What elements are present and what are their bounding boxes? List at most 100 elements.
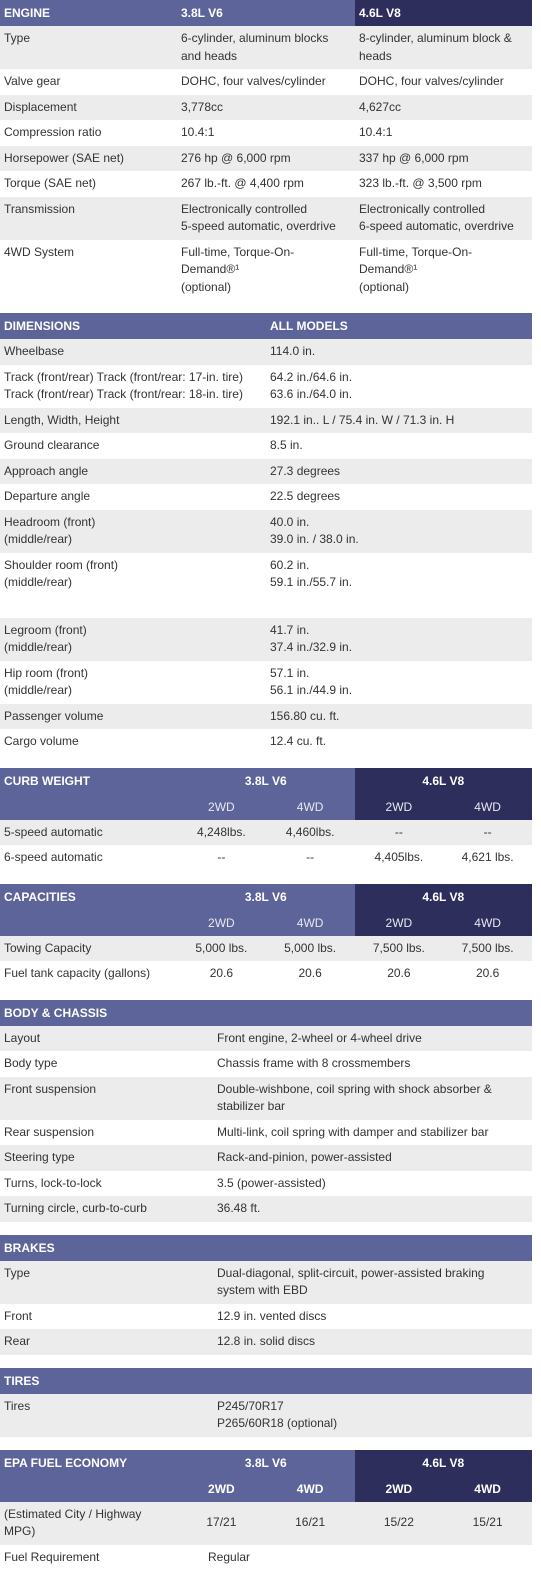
cell-line: 57.1 in. bbox=[270, 665, 310, 680]
section: EPA FUEL ECONOMY 3.8L V6 4.6L V8 2WD 4WD 2WD 4… bbox=[0, 1449, 532, 1571]
spec-value: Electronically controlled 6-speed automat… bbox=[355, 197, 532, 240]
column-header: 4.6L V8 bbox=[354, 1449, 532, 1476]
cell-line: 41.7 in. bbox=[270, 622, 310, 637]
spec-value: -- bbox=[217, 850, 226, 864]
subheader: 4WD bbox=[443, 1475, 532, 1502]
spec-value: 3.5 (power-assisted) bbox=[217, 1175, 326, 1190]
cell-line: P245/70R17 bbox=[217, 1398, 284, 1413]
subheader: 2WD bbox=[354, 1475, 444, 1502]
subheader: 4WD bbox=[443, 793, 532, 820]
spec-value: 20.6 bbox=[387, 966, 411, 980]
spec-row: Rear 12.8 in. solid discs bbox=[0, 1329, 532, 1355]
spec-label: Steering type bbox=[4, 1150, 75, 1164]
section: BODY & CHASSIS Layout Front engine, 2-whee… bbox=[0, 999, 532, 1222]
subheader: 4WD bbox=[265, 1475, 355, 1502]
spec-value: 7,500 lbs. bbox=[461, 940, 514, 955]
cell-line: 56.1 in./44.9 in. bbox=[270, 683, 353, 697]
spec-value: Regular bbox=[208, 1549, 251, 1564]
spec-value: 6-cylinder, aluminum blocks and heads bbox=[177, 26, 355, 69]
spec-label: Type bbox=[4, 31, 31, 45]
spec-value: Multi-link, coil spring with damper and … bbox=[217, 1124, 489, 1139]
cell-line: Electronically controlled bbox=[181, 201, 308, 216]
spec-value: 20.6 bbox=[298, 966, 322, 980]
spec-label: Wheelbase bbox=[4, 344, 65, 358]
column-header: 3.8L V6 bbox=[177, 767, 355, 794]
spec-row: Towing Capacity 5,000 lbs. 5,000 lbs. 7,500… bbox=[0, 935, 532, 961]
cell-line: (optional) bbox=[359, 279, 410, 294]
spec-row: Hip room (front) (middle/rear) 57.1 in. 56.… bbox=[0, 661, 532, 704]
spec-label: Horsepower (SAE net) bbox=[4, 150, 125, 165]
spec-value: 15/21 bbox=[472, 1515, 503, 1530]
spec-value: Front engine, 2-wheel or 4-wheel drive bbox=[217, 1030, 422, 1045]
spec-label: Rear suspension bbox=[4, 1124, 95, 1139]
subheader: 4WD bbox=[265, 793, 355, 820]
spec-row: 6-speed automatic -- -- 4,405lbs. 4,621 lbs. bbox=[0, 845, 532, 871]
spec-label: Rear bbox=[4, 1334, 31, 1348]
spec-value: Dual-diagonal, split-circuit, power-assi… bbox=[213, 1261, 532, 1304]
spec-row: (Estimated City / Highway MPG) 17/21 16/21 1… bbox=[0, 1501, 532, 1545]
spec-value: 4,248lbs. bbox=[197, 824, 246, 839]
spec-label: (Estimated City / Highway MPG) bbox=[0, 1502, 177, 1545]
spec-value: 20.6 bbox=[475, 966, 500, 980]
spec-label: Front suspension bbox=[4, 1081, 97, 1096]
spec-row: Turning circle, curb-to-curb 36.48 ft. bbox=[0, 1196, 532, 1222]
spec-value: 267 lb.-ft. @ 4,400 rpm bbox=[181, 176, 304, 190]
cell-line: 60.2 in. bbox=[270, 557, 310, 572]
section-title: CURB WEIGHT bbox=[0, 767, 177, 794]
section-title: EPA FUEL ECONOMY bbox=[0, 1449, 177, 1476]
cell-line: system with EBD bbox=[217, 1283, 308, 1297]
spec-value: 4,627cc bbox=[359, 99, 402, 114]
spec-row: Fuel Requirement Regular bbox=[0, 1545, 532, 1571]
spec-value: 8-cylinder, aluminum block & heads bbox=[355, 26, 532, 69]
section-title: BRAKES bbox=[0, 1234, 532, 1261]
cell-line: 5-speed automatic, overdrive bbox=[181, 219, 336, 233]
spec-value: 7,500 lbs. bbox=[372, 940, 425, 955]
spec-label: Type bbox=[4, 1265, 31, 1280]
spec-row: Rear suspension Multi-link, coil spring w… bbox=[0, 1120, 532, 1146]
section-header: BODY & CHASSIS bbox=[0, 999, 532, 1026]
spec-row: Tires P245/70R17 P265/60R18 (optional) bbox=[0, 1393, 532, 1437]
cell-line: and heads bbox=[181, 48, 238, 63]
section: CURB WEIGHT 3.8L V6 4.6L V8 2WD 4WD 2WD 4WD 5-s… bbox=[0, 767, 532, 871]
cell-line: 39.0 in. / 38.0 in. bbox=[270, 532, 359, 546]
spec-value: 41.7 in. 37.4 in./32.9 in. bbox=[266, 618, 532, 661]
cell-line: Headroom (front) bbox=[4, 514, 96, 529]
spec-value: -- bbox=[394, 824, 403, 839]
column-header: ALL MODELS bbox=[266, 313, 532, 339]
spec-row: Passenger volume 156.80 cu. ft. bbox=[0, 703, 532, 729]
section-header: DIMENSIONS ALL MODELS bbox=[0, 313, 532, 339]
cell-line: Dual-diagonal, split-circuit, power-assi… bbox=[217, 1265, 485, 1280]
cell-line: 6-speed automatic, overdrive bbox=[359, 219, 514, 233]
spec-row: 4WD System Full-time, Torque-On- Demand®¹ (… bbox=[0, 240, 532, 301]
column-header: 3.8L V6 bbox=[177, 0, 355, 26]
spec-label: Legroom (front) (middle/rear) bbox=[0, 618, 266, 661]
spec-value: 64.2 in./64.6 in. 63.6 in./64.0 in. bbox=[266, 365, 532, 408]
cell-line: (middle/rear) bbox=[4, 532, 73, 546]
cell-line: (Estimated City / Highway bbox=[4, 1506, 142, 1521]
spec-label: Compression ratio bbox=[4, 125, 102, 139]
section-title: BODY & CHASSIS bbox=[0, 999, 532, 1026]
cell-line: (optional) bbox=[181, 279, 232, 294]
section-title: CAPACITIES bbox=[0, 883, 177, 910]
cell-line: 63.6 in./64.0 in. bbox=[270, 387, 353, 401]
subheader-row: 2WD 4WD 2WD 4WD bbox=[0, 793, 532, 820]
cell-line: (middle/rear) bbox=[4, 683, 73, 697]
spec-label: Departure angle bbox=[4, 489, 91, 503]
spec-value: 27.3 degrees bbox=[270, 463, 341, 478]
spec-value: Full-time, Torque-On- Demand®¹ (optional) bbox=[355, 240, 532, 301]
cell-line: (middle/rear) bbox=[4, 640, 73, 654]
spec-value: DOHC, four valves/cylinder bbox=[181, 74, 326, 88]
spec-value: 114.0 in. bbox=[270, 344, 316, 358]
subheader-empty bbox=[0, 793, 177, 820]
spec-row: Track (front/rear) Track (front/rear: 17… bbox=[0, 365, 532, 408]
spec-label: Shoulder room (front) (middle/rear) bbox=[0, 553, 266, 618]
spec-value: 12.8 in. solid discs bbox=[217, 1334, 316, 1348]
section-header: CAPACITIES 3.8L V6 4.6L V8 bbox=[0, 883, 532, 910]
section-header: TIRES bbox=[0, 1367, 532, 1394]
cell-line: stabilizer bar bbox=[217, 1099, 286, 1113]
spec-row: Departure angle 22.5 degrees bbox=[0, 484, 532, 510]
spec-label: Body type bbox=[4, 1056, 58, 1070]
spec-value: -- bbox=[306, 850, 315, 864]
spec-value: 3,778cc bbox=[181, 99, 224, 114]
spec-row: Front suspension Double-wishbone, coil sp… bbox=[0, 1076, 532, 1120]
